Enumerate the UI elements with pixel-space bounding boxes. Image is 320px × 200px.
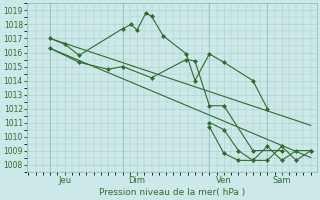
X-axis label: Pression niveau de la mer( hPa ): Pression niveau de la mer( hPa ) xyxy=(99,188,245,197)
